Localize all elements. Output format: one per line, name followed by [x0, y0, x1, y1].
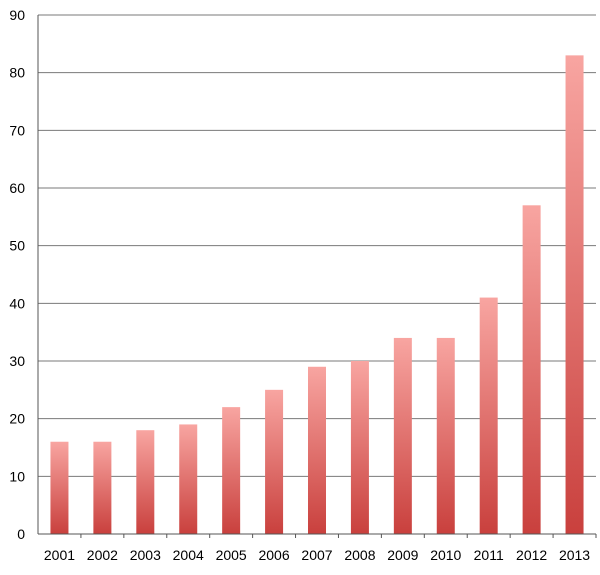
- x-tick-label: 2007: [301, 547, 332, 563]
- y-tick-label: 10: [9, 468, 25, 484]
- bar-2001: [50, 441, 69, 534]
- x-tick-label: 2003: [130, 547, 161, 563]
- y-tick-label: 90: [9, 7, 25, 23]
- x-tick-label: 2012: [516, 547, 547, 563]
- y-tick-label: 80: [9, 65, 25, 81]
- x-tick-labels: 2001 2002 2003 2004 2005 2006 2007 2008 2009 2010…: [44, 547, 590, 563]
- x-tick-label: 2011: [474, 547, 504, 563]
- x-tick-label: 2010: [430, 547, 461, 563]
- x-tick-label: 2004: [173, 547, 204, 563]
- x-tick-label: 2002: [87, 547, 118, 563]
- y-tick-labels: 0 10 20 30 40 50 60 70 80 90: [9, 7, 25, 542]
- bar-2011: [479, 297, 498, 534]
- x-tick-label: 2005: [216, 547, 247, 563]
- bars: [50, 55, 584, 535]
- bar-2005: [222, 407, 241, 534]
- y-tick-label: 0: [17, 526, 25, 542]
- bar-2008: [350, 361, 369, 534]
- y-tick-label: 40: [9, 295, 25, 311]
- x-tick-label: 2001: [44, 547, 75, 563]
- x-tick-label: 2013: [559, 547, 590, 563]
- bar-2012: [522, 205, 541, 535]
- bar-2006: [265, 389, 284, 534]
- y-tick-label: 50: [9, 238, 25, 254]
- y-tick-label: 70: [9, 122, 25, 138]
- bar-2002: [93, 441, 112, 534]
- bar-2010: [436, 337, 455, 534]
- gridlines: [38, 14, 596, 477]
- bar-2004: [179, 424, 198, 534]
- axes: [37, 15, 597, 538]
- bar-2003: [136, 430, 155, 534]
- bar-2009: [393, 337, 412, 534]
- bar-2013: [565, 55, 584, 534]
- y-tick-label: 20: [9, 411, 25, 427]
- y-tick-label: 60: [9, 180, 25, 196]
- x-tick-label: 2008: [344, 547, 375, 563]
- x-tick-label: 2006: [258, 547, 289, 563]
- bar-2007: [308, 366, 326, 534]
- x-tick-label: 2009: [387, 547, 418, 563]
- y-tick-label: 30: [9, 353, 25, 369]
